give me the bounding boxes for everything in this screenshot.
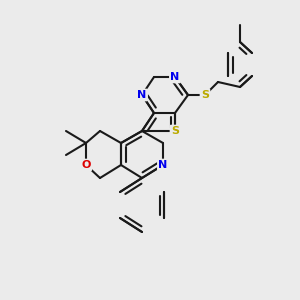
Text: N: N	[158, 160, 168, 170]
Text: N: N	[170, 72, 180, 82]
Text: S: S	[201, 90, 209, 100]
Text: S: S	[171, 126, 179, 136]
Text: N: N	[137, 90, 147, 100]
Text: O: O	[81, 160, 91, 170]
